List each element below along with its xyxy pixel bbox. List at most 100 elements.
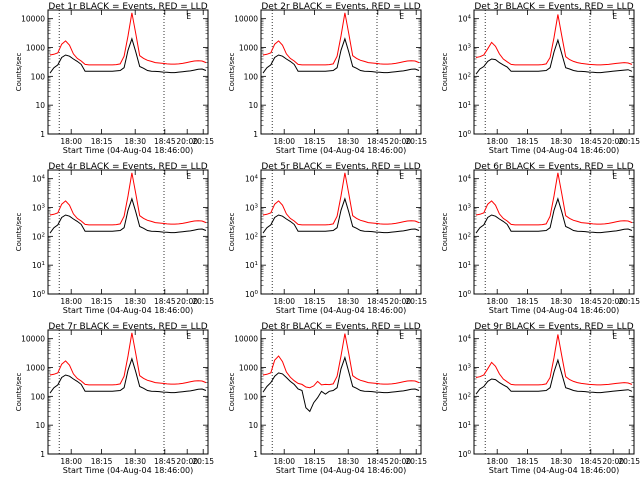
x-tick-label: 18:30	[337, 457, 359, 466]
x-tick-label: 18:45	[580, 137, 602, 146]
series-line-lld	[49, 12, 207, 66]
y-tick-label: 100	[31, 72, 46, 81]
series-line-lld	[49, 172, 207, 226]
x-axis-label: Start Time (04-Aug-04 18:46:00)	[276, 306, 407, 315]
series-line-events	[49, 197, 207, 234]
y-tick-label: 101	[458, 261, 471, 270]
y-tick-label: 10	[248, 101, 258, 110]
x-tick-label: 18:45	[367, 297, 389, 306]
y-tick-label: 103	[32, 204, 46, 213]
y-tick-label: 102	[458, 72, 471, 81]
x-axis-label: Start Time (04-Aug-04 18:46:00)	[489, 466, 620, 475]
x-tick-label: 18:45	[580, 297, 602, 306]
y-tick-label: 10000	[234, 15, 258, 24]
x-tick-label: 20:00	[389, 297, 411, 306]
series-line-lld	[262, 333, 420, 389]
panel-title: Det 6r BLACK = Events, RED = LLD	[474, 162, 633, 172]
y-tick-label: 102	[458, 232, 471, 241]
panel-marker: E	[186, 332, 191, 341]
y-tick-label: 103	[458, 204, 472, 213]
y-tick-label: 100	[458, 290, 472, 299]
series-line-lld	[262, 172, 420, 226]
x-axis-label: Start Time (04-Aug-04 18:46:00)	[63, 146, 194, 155]
y-tick-label: 102	[245, 232, 258, 241]
y-axis-label: Counts/sec	[15, 373, 23, 412]
y-tick-label: 1000	[26, 364, 45, 373]
x-tick-label: 18:45	[154, 297, 176, 306]
x-tick-label: 20:15	[192, 137, 214, 146]
x-tick-label: 20:15	[405, 457, 427, 466]
y-tick-label: 100	[458, 450, 472, 459]
panel-marker: E	[612, 172, 617, 181]
series-line-events	[262, 197, 420, 234]
y-tick-label: 1000	[239, 364, 258, 373]
series-line-lld	[475, 172, 633, 226]
series-line-events	[262, 355, 420, 413]
x-tick-label: 20:00	[602, 457, 624, 466]
plot-frame	[260, 329, 422, 455]
y-axis-label: Counts/sec	[228, 213, 236, 252]
plot-frame	[47, 329, 209, 455]
y-tick-label: 100	[31, 392, 46, 401]
x-tick-label: 18:45	[580, 457, 602, 466]
x-tick-label: 18:15	[304, 297, 326, 306]
x-tick-label: 18:45	[154, 457, 176, 466]
y-tick-label: 100	[458, 130, 472, 139]
panel-marker: E	[399, 172, 404, 181]
y-axis-label: Counts/sec	[441, 213, 449, 252]
x-tick-label: 18:00	[60, 137, 82, 146]
panel-title: Det 2r BLACK = Events, RED = LLD	[261, 2, 420, 12]
y-tick-label: 10000	[234, 335, 258, 344]
y-tick-label: 1	[253, 450, 258, 459]
plot-frame	[260, 169, 422, 295]
series-line-events	[475, 197, 633, 234]
x-tick-label: 18:45	[367, 137, 389, 146]
x-tick-label: 18:30	[550, 297, 572, 306]
x-axis-label: Start Time (04-Aug-04 18:46:00)	[489, 146, 620, 155]
panel-marker: E	[399, 12, 404, 21]
x-tick-label: 18:15	[304, 457, 326, 466]
x-tick-label: 18:45	[367, 457, 389, 466]
plot-frame	[47, 9, 209, 135]
plot-frame	[47, 169, 209, 295]
y-tick-label: 100	[244, 392, 259, 401]
panel-title: Det 1r BLACK = Events, RED = LLD	[48, 2, 207, 12]
x-tick-label: 20:00	[602, 137, 624, 146]
panel-title: Det 4r BLACK = Events, RED = LLD	[48, 162, 207, 172]
x-tick-label: 18:15	[304, 137, 326, 146]
y-axis-label: Counts/sec	[228, 373, 236, 412]
y-tick-label: 1000	[26, 44, 45, 53]
series-line-events	[475, 358, 633, 395]
x-tick-label: 20:15	[405, 137, 427, 146]
x-tick-label: 18:00	[273, 137, 295, 146]
y-tick-label: 104	[458, 335, 472, 344]
y-tick-label: 10	[35, 421, 45, 430]
panel-marker: E	[612, 332, 617, 341]
y-tick-label: 101	[32, 261, 45, 270]
x-axis-label: Start Time (04-Aug-04 18:46:00)	[276, 146, 407, 155]
series-line-events	[475, 38, 633, 75]
y-tick-label: 1	[40, 130, 45, 139]
x-axis-label: Start Time (04-Aug-04 18:46:00)	[63, 466, 194, 475]
y-tick-label: 10000	[21, 335, 45, 344]
x-tick-label: 18:30	[124, 457, 146, 466]
x-tick-label: 18:15	[517, 457, 539, 466]
x-tick-label: 18:15	[517, 297, 539, 306]
x-tick-label: 18:30	[337, 137, 359, 146]
y-tick-label: 1000	[239, 44, 258, 53]
x-tick-label: 20:15	[618, 457, 640, 466]
x-tick-label: 18:00	[486, 457, 508, 466]
x-axis-label: Start Time (04-Aug-04 18:46:00)	[63, 306, 194, 315]
x-tick-label: 20:00	[389, 137, 411, 146]
panel-marker: E	[186, 12, 191, 21]
x-tick-label: 20:15	[192, 457, 214, 466]
series-line-lld	[475, 14, 633, 66]
panel-title: Det 5r BLACK = Events, RED = LLD	[261, 162, 420, 172]
y-tick-label: 104	[245, 175, 259, 184]
